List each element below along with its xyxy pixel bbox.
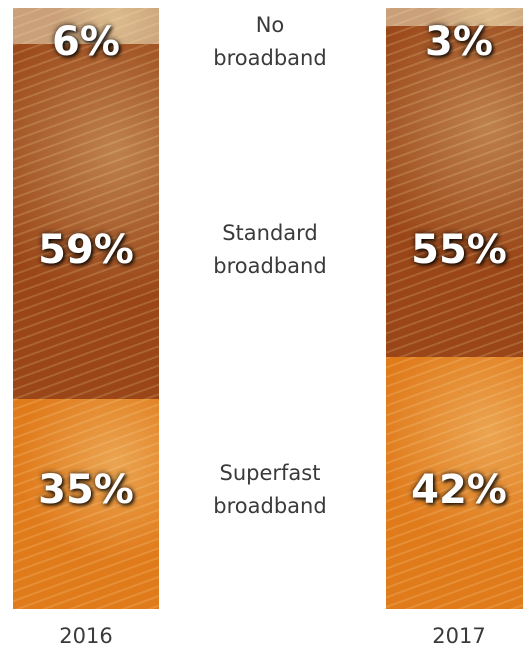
category-label: 2016 [59, 624, 113, 648]
value-label: 6% [52, 19, 120, 65]
bar-segment [13, 44, 159, 399]
series-label: Superfast broadband [213, 461, 327, 518]
bar-segment [13, 8, 159, 45]
bar-segment [13, 398, 159, 610]
bar-segment [386, 26, 523, 357]
value-label: 59% [38, 227, 134, 273]
series-label: No broadband [213, 13, 327, 70]
value-label: 55% [411, 227, 507, 273]
series-label: Standard broadband [213, 221, 327, 278]
category-label: 2017 [432, 624, 486, 648]
bar-segment [386, 8, 523, 27]
value-label: 3% [425, 19, 493, 65]
value-label: 35% [38, 467, 134, 513]
value-label: 42% [411, 467, 507, 513]
bar-segment [386, 356, 523, 610]
